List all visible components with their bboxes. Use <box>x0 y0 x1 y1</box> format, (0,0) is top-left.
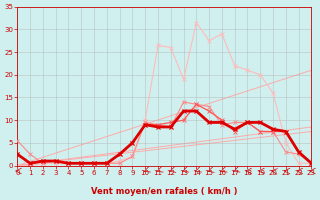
X-axis label: Vent moyen/en rafales ( km/h ): Vent moyen/en rafales ( km/h ) <box>91 187 238 196</box>
